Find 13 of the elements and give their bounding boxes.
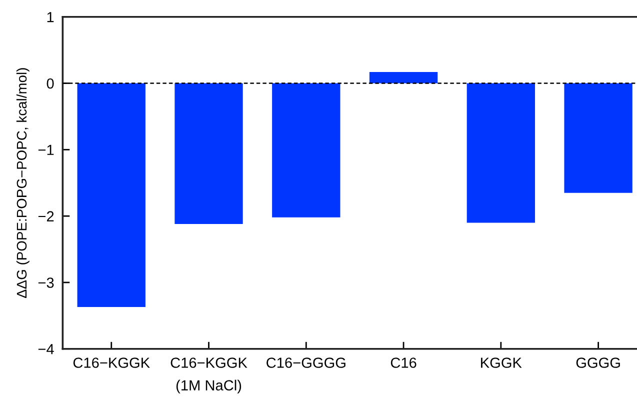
y-tick-label: −1 <box>38 144 54 155</box>
y-tick-label: −4 <box>38 344 54 354</box>
x-tick-label: KGGK <box>481 358 522 368</box>
y-tick-label: 0 <box>46 78 54 89</box>
x-tick-label: C16−GGGG <box>266 358 346 368</box>
x-tick-label: C16−KGGK (1M NaCl) <box>170 358 248 394</box>
x-tick-label: C16−KGGK <box>73 358 150 368</box>
y-axis-title: ΔΔG (POPE:POPG−POPC, kcal/mol) <box>16 68 30 298</box>
x-tick-label: C16 <box>390 358 416 368</box>
y-tick-label: −2 <box>38 211 54 222</box>
y-tick-label: −3 <box>38 278 54 288</box>
y-tick-label: 1 <box>47 12 54 22</box>
x-tick-label: GGGG <box>576 358 620 368</box>
